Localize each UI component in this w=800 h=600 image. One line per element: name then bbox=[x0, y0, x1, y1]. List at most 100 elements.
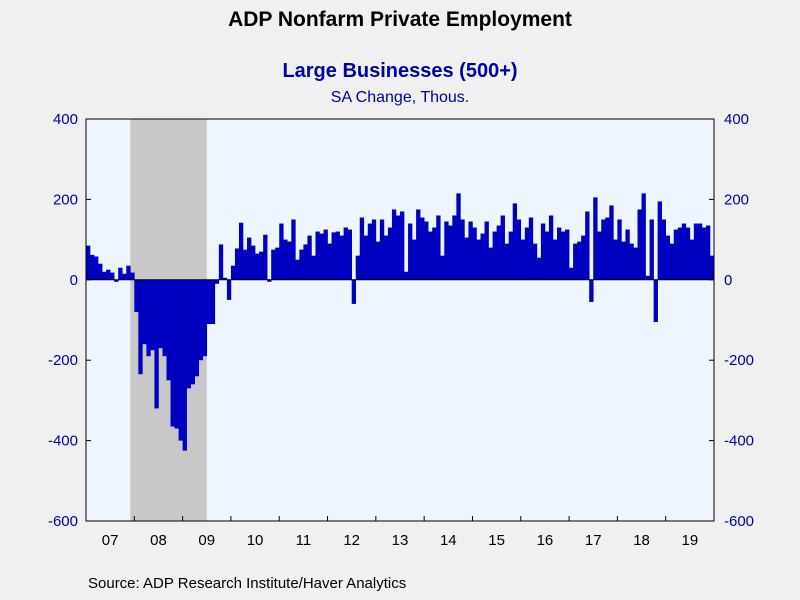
plot-frame bbox=[85, 118, 715, 522]
x-tick-label: 10 bbox=[247, 532, 264, 549]
bar bbox=[705, 225, 711, 280]
bar bbox=[408, 223, 413, 280]
bar bbox=[464, 237, 469, 280]
bar bbox=[665, 235, 671, 280]
chart-title: ADP Nonfarm Private Employment bbox=[228, 8, 572, 31]
bar bbox=[287, 241, 292, 280]
bar bbox=[351, 279, 357, 304]
bar bbox=[573, 243, 578, 280]
bar bbox=[629, 243, 634, 280]
bar bbox=[130, 272, 135, 280]
bar bbox=[440, 255, 445, 280]
bar bbox=[460, 219, 465, 280]
bar bbox=[202, 279, 208, 357]
bar bbox=[174, 279, 179, 429]
bar bbox=[504, 243, 509, 280]
bar bbox=[307, 235, 312, 280]
y-tick-label-left: -600 bbox=[48, 513, 78, 530]
bar bbox=[335, 231, 340, 280]
bar bbox=[685, 227, 691, 280]
y-tick-label-right: -400 bbox=[724, 433, 754, 450]
bar bbox=[484, 221, 489, 280]
bar bbox=[496, 225, 501, 280]
bar bbox=[251, 245, 256, 280]
bar bbox=[230, 265, 236, 280]
bar bbox=[669, 243, 675, 280]
bar bbox=[601, 219, 606, 280]
x-tick-label: 11 bbox=[296, 532, 312, 549]
bar bbox=[492, 231, 497, 280]
bar bbox=[697, 223, 703, 280]
bar bbox=[194, 279, 200, 377]
y-tick-label-right: -200 bbox=[724, 352, 754, 369]
bar bbox=[649, 219, 654, 280]
bar bbox=[540, 223, 546, 280]
bar bbox=[182, 279, 187, 451]
y-tick-label-left: -200 bbox=[48, 352, 78, 369]
bar bbox=[597, 231, 602, 280]
y-tick-label-right: 0 bbox=[724, 272, 732, 289]
bar bbox=[275, 247, 280, 280]
bar bbox=[375, 241, 381, 280]
bar bbox=[118, 267, 123, 280]
bar bbox=[416, 209, 421, 280]
bar bbox=[339, 235, 344, 280]
bar bbox=[243, 249, 248, 280]
bar bbox=[106, 269, 111, 280]
bar bbox=[605, 217, 610, 280]
y-tick-label-right: 200 bbox=[724, 191, 749, 208]
bar bbox=[448, 225, 453, 280]
y-tick-label-right: 400 bbox=[724, 111, 749, 128]
bar bbox=[146, 279, 151, 357]
bar bbox=[387, 227, 393, 280]
bar bbox=[279, 223, 284, 280]
bar bbox=[404, 271, 409, 280]
bar bbox=[367, 223, 373, 280]
bar bbox=[637, 209, 642, 280]
bar bbox=[259, 251, 264, 280]
bar bbox=[234, 248, 240, 280]
bar bbox=[102, 271, 107, 280]
y-tick-label-left: 400 bbox=[53, 111, 78, 128]
bar bbox=[190, 279, 195, 385]
bar bbox=[577, 241, 582, 280]
bar bbox=[528, 217, 534, 280]
bar bbox=[295, 259, 300, 280]
y-tick-label-left: -400 bbox=[48, 433, 78, 450]
bar bbox=[170, 279, 175, 427]
bar bbox=[154, 279, 159, 409]
bar bbox=[114, 279, 119, 282]
bar bbox=[653, 279, 658, 323]
bar bbox=[508, 231, 514, 280]
bar bbox=[311, 255, 316, 280]
bar bbox=[617, 219, 622, 280]
bar bbox=[456, 193, 461, 280]
x-tick-label: 09 bbox=[198, 532, 215, 549]
bar bbox=[319, 233, 324, 280]
bar bbox=[214, 279, 220, 284]
bar bbox=[432, 227, 437, 280]
bar bbox=[589, 279, 594, 302]
bar bbox=[552, 239, 558, 280]
bar bbox=[524, 227, 530, 280]
bar bbox=[178, 279, 183, 441]
bar bbox=[206, 279, 212, 325]
bar bbox=[395, 215, 401, 280]
x-tick-label: 14 bbox=[440, 532, 457, 549]
bar bbox=[383, 235, 389, 280]
bar bbox=[371, 219, 377, 280]
bar bbox=[98, 263, 103, 280]
bar bbox=[436, 215, 441, 280]
y-tick-label-left: 200 bbox=[53, 191, 78, 208]
bar bbox=[379, 219, 385, 280]
bar bbox=[255, 253, 260, 280]
bar bbox=[641, 193, 646, 280]
bar bbox=[142, 279, 147, 345]
bar bbox=[122, 273, 127, 280]
bar bbox=[267, 279, 272, 282]
bar bbox=[166, 279, 171, 381]
bar bbox=[247, 237, 252, 280]
bar bbox=[557, 227, 562, 280]
bar bbox=[709, 255, 715, 280]
bar bbox=[263, 234, 268, 280]
